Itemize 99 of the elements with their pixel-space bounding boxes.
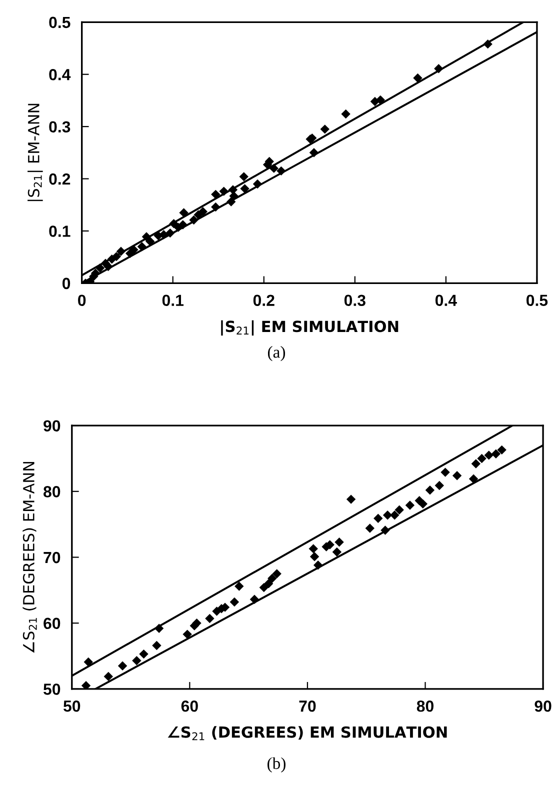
point (250, 594, 260, 604)
point (310, 552, 320, 562)
point (468, 474, 478, 484)
point (452, 471, 462, 480)
point (440, 468, 450, 477)
point (405, 500, 415, 510)
point (104, 262, 113, 272)
y-tick-label: 50 (44, 684, 60, 695)
point (219, 186, 228, 196)
point (268, 574, 277, 583)
x-tick-label: 0 (78, 294, 86, 306)
x-tick-label: 50 (64, 700, 80, 712)
point (483, 39, 492, 49)
point (146, 236, 155, 246)
point (205, 614, 214, 624)
point (104, 672, 114, 682)
x-tick-label: 60 (181, 700, 198, 712)
x-axis-title: |S$_{21}$| EM SIMULATION (221, 320, 398, 336)
point (346, 494, 356, 504)
point (229, 191, 238, 201)
point (309, 148, 319, 158)
x-tick-label: 80 (416, 700, 434, 712)
point (182, 630, 192, 639)
point (374, 514, 383, 524)
point (370, 96, 380, 106)
point (418, 499, 428, 509)
point (394, 505, 404, 514)
point (252, 179, 262, 189)
point (139, 649, 148, 659)
point (334, 538, 344, 547)
point (81, 681, 91, 689)
point (137, 242, 147, 252)
x-axis-title: ∠S$_{21}$ (DEGREES) EM SIMULATION (168, 726, 447, 740)
text: (b) (268, 757, 286, 772)
point (320, 124, 330, 134)
point (107, 254, 116, 264)
point (313, 560, 323, 570)
point (125, 248, 135, 258)
point (189, 215, 198, 225)
point (484, 450, 494, 460)
point (152, 640, 162, 650)
y-tick-label: 0 (62, 278, 70, 290)
point (179, 208, 188, 218)
point (308, 544, 318, 554)
point (226, 197, 236, 206)
point (341, 109, 350, 119)
y-tick-label: 0.5 (49, 16, 70, 28)
point (380, 526, 390, 535)
point (234, 582, 244, 591)
point (95, 263, 105, 273)
point (365, 524, 374, 533)
point (116, 246, 126, 256)
point (240, 184, 250, 194)
x-tick-label: 70 (299, 700, 316, 712)
point (211, 202, 220, 212)
point (434, 480, 444, 490)
y-tick-label: 80 (44, 486, 60, 498)
point (471, 459, 481, 468)
y-tick-label: 0.4 (49, 68, 71, 80)
x-tick-label: 0.1 (162, 294, 184, 306)
point (154, 624, 164, 633)
y-tick-label: 70 (44, 552, 60, 564)
x-tick-label: 0.5 (526, 294, 548, 306)
point (230, 597, 240, 607)
point (497, 445, 506, 455)
point (84, 657, 93, 667)
point (390, 510, 400, 520)
text: (a) (268, 346, 286, 362)
point (194, 210, 203, 220)
y-axis-title: |S$_{21}$| EM-ANN (28, 104, 43, 202)
point (332, 547, 342, 557)
y-tick-label: 0.2 (49, 173, 70, 185)
point (118, 661, 128, 671)
point (272, 569, 282, 578)
y-tick-label: 60 (44, 618, 60, 630)
point (211, 190, 220, 200)
point (413, 73, 422, 83)
point (276, 166, 286, 176)
point (477, 454, 486, 464)
y-tick-label: 0.3 (49, 121, 70, 133)
point (425, 485, 435, 495)
x-tick-label: 90 (534, 700, 552, 712)
point (264, 578, 274, 588)
y-tick-label: 0.1 (49, 226, 70, 237)
point (259, 582, 268, 592)
x-tick-label: 0.2 (253, 294, 274, 306)
point (491, 449, 501, 458)
point (132, 656, 142, 666)
y-tick-label: 90 (44, 420, 60, 432)
point (169, 219, 178, 228)
point (166, 228, 175, 238)
y-axis-title: ∠S$_{21}$ (DEGREES) EM-ANN (22, 462, 37, 653)
x-tick-label: 0.3 (344, 294, 366, 306)
point (434, 64, 444, 74)
point (382, 510, 392, 520)
x-tick-label: 0.4 (435, 294, 457, 306)
point (269, 164, 279, 173)
point (190, 621, 199, 630)
point (239, 172, 248, 182)
